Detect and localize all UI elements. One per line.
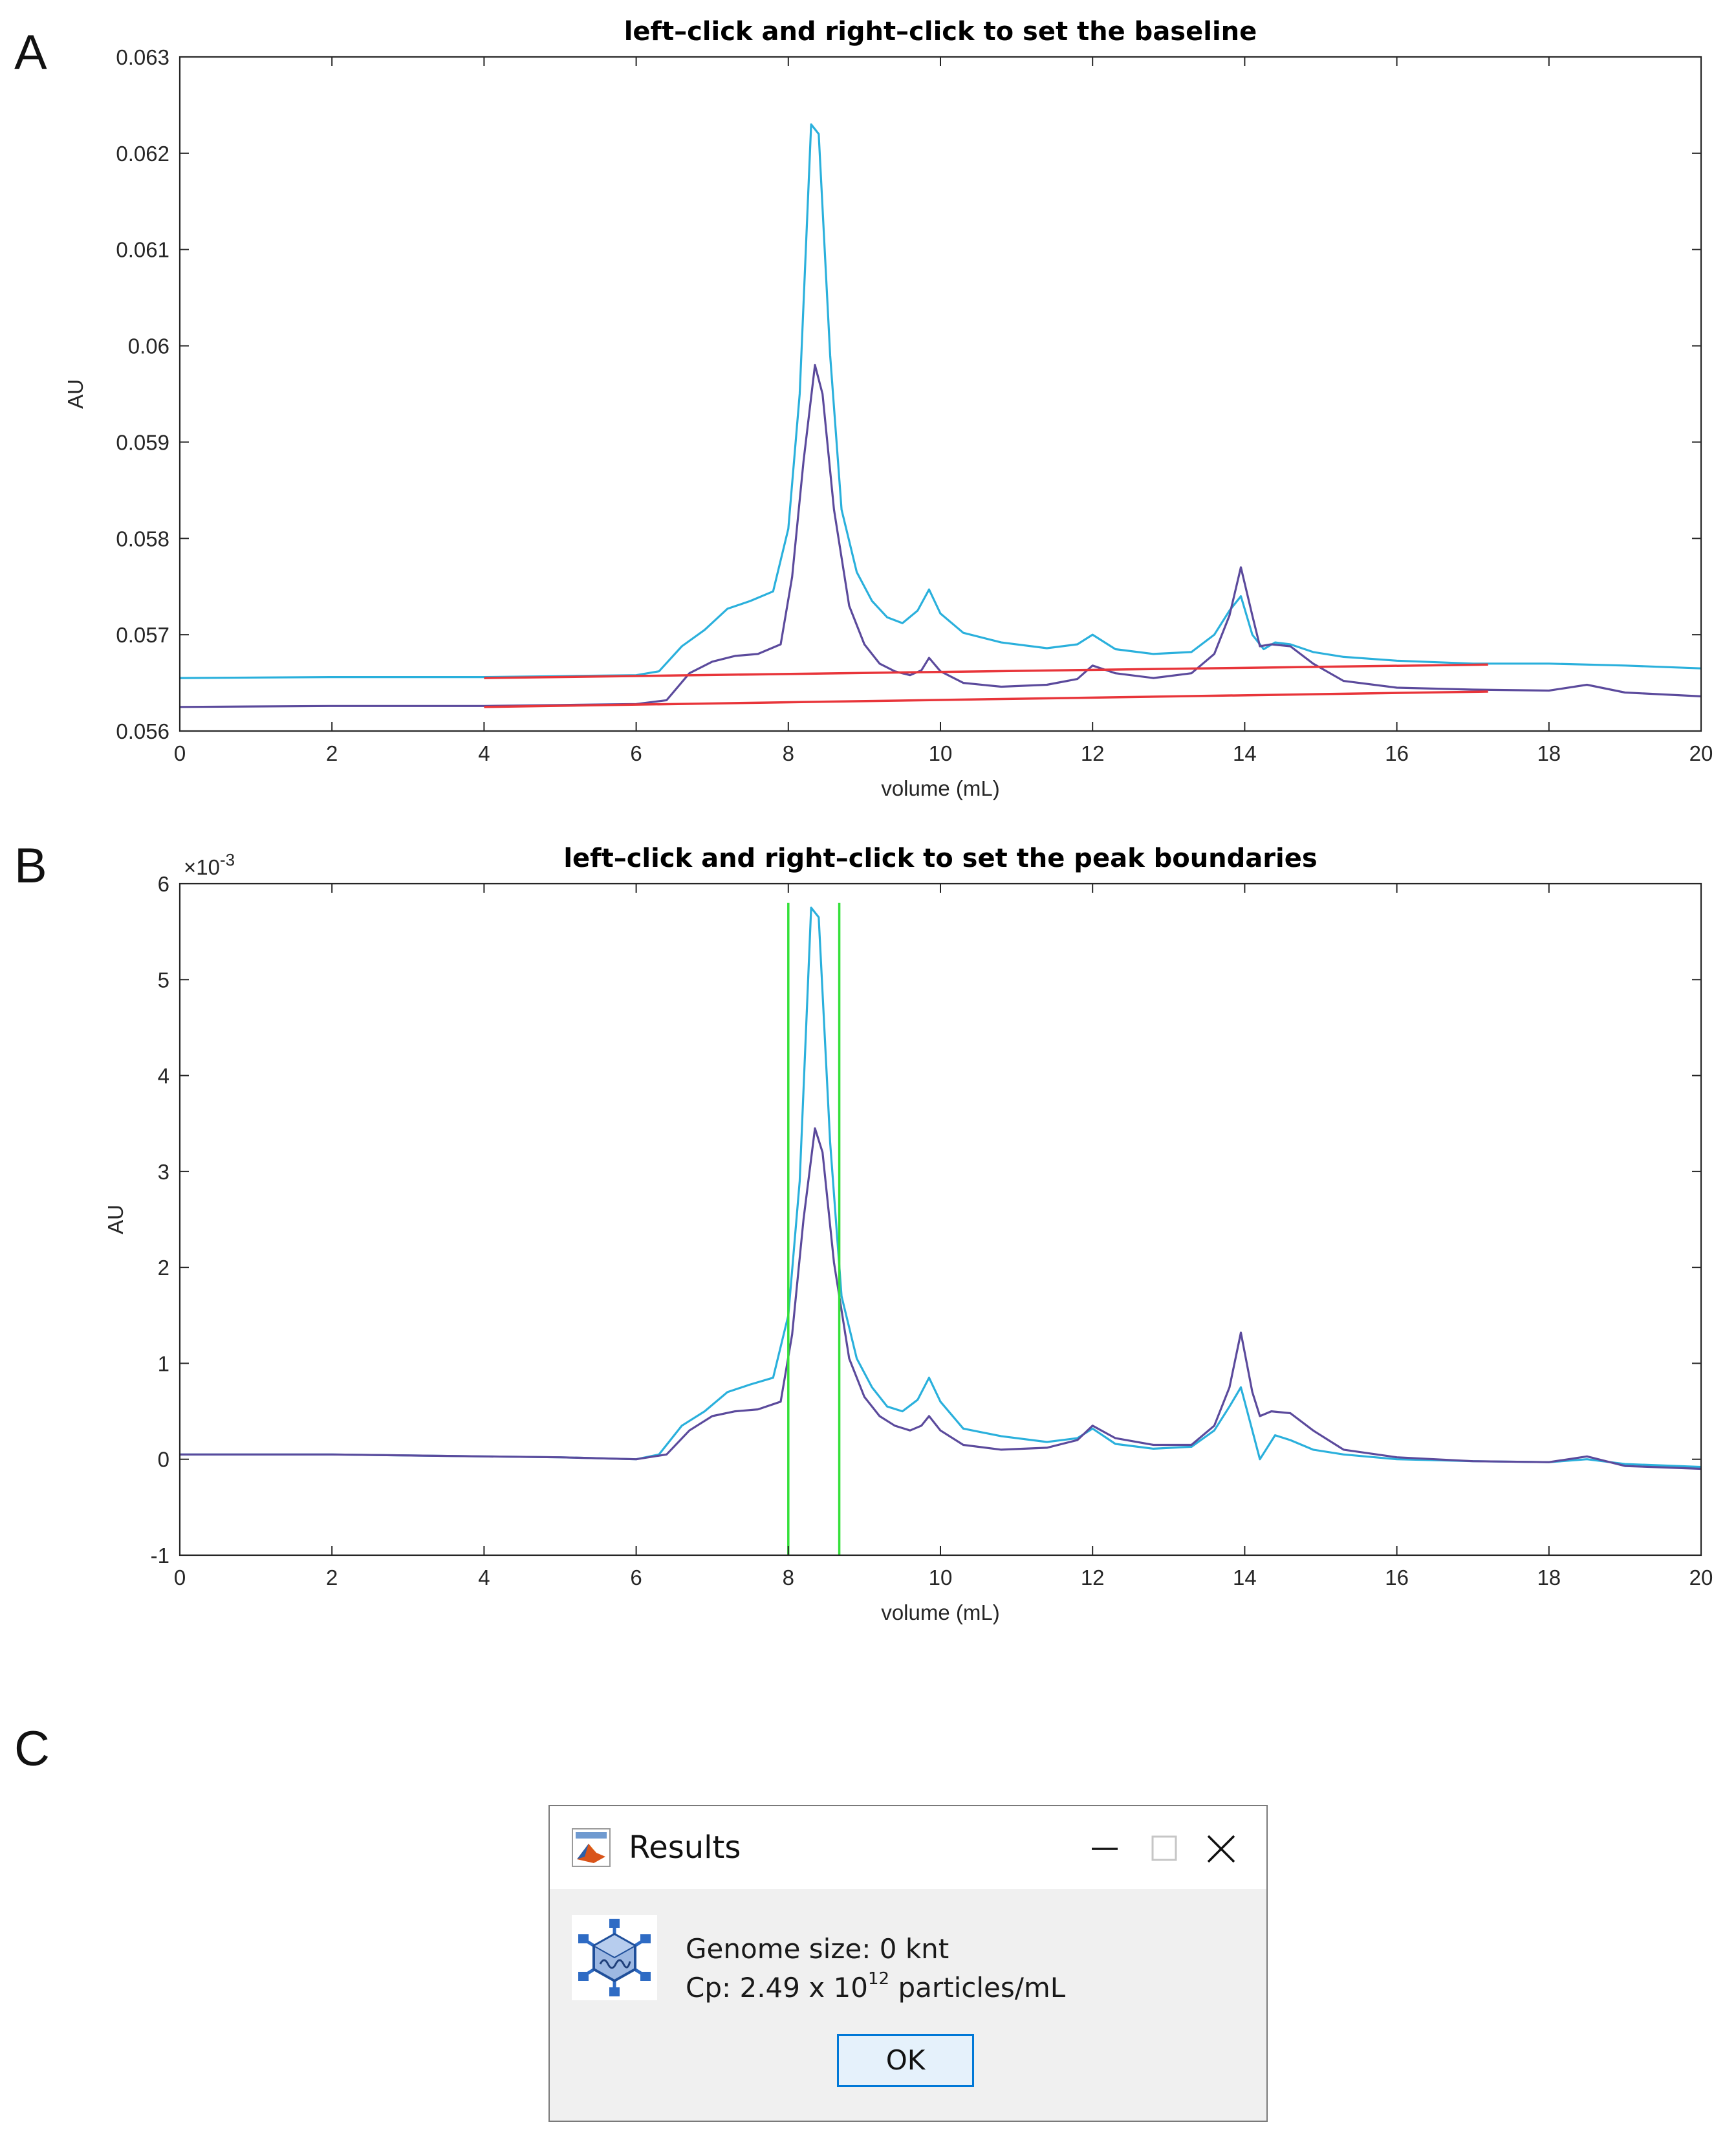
ok-button[interactable]: OK (837, 2034, 974, 2087)
y-tick-label: 2 (158, 1256, 169, 1280)
y-axis-label: AU (63, 379, 87, 409)
plot-area (180, 884, 1701, 1555)
panel-label-a: A (14, 25, 47, 80)
x-tick-label: 18 (1537, 1566, 1561, 1589)
x-axis-label: volume (mL) (881, 776, 999, 800)
series-line-trace-1 (180, 906, 1701, 1469)
x-tick-label: 14 (1233, 1566, 1257, 1589)
series-group (180, 902, 1701, 1555)
x-tick-label: 10 (929, 1566, 953, 1589)
series-line-trace-2 (180, 1127, 1701, 1470)
cp-prefix: Cp: 2.49 x 10 (686, 1972, 869, 2004)
x-tick-label: 10 (929, 741, 953, 765)
matlab-icon (572, 1828, 611, 1867)
x-tick-label: 20 (1689, 1566, 1713, 1589)
maximize-icon (1151, 1835, 1177, 1861)
close-icon (1207, 1835, 1235, 1863)
baseline-chart[interactable]: 0 2 4 6 8 10 12 14 16 18 20 0.056 0.057 0.058 0.059 0.0… (0, 0, 1736, 835)
x-tick-label: 2 (326, 741, 338, 765)
x-tick-label: 18 (1537, 741, 1561, 765)
results-dialog: Results (548, 1805, 1268, 2122)
close-button[interactable] (1191, 1820, 1250, 1875)
y-exponent-label: ×10-3 (184, 850, 235, 879)
cp-exponent: 12 (868, 1969, 890, 1989)
y-tick-label: 0.062 (116, 142, 169, 166)
panel-label-c: C (14, 1721, 50, 1776)
series-line-baseline-1 (484, 663, 1488, 679)
y-tick-label: 5 (158, 968, 169, 992)
y-tick-label: 1 (158, 1351, 169, 1375)
y-tick-label: 6 (158, 872, 169, 896)
virus-particle-icon (572, 1915, 657, 2000)
x-tick-label: 2 (326, 1566, 338, 1589)
cp-concentration-text: Cp: 2.49 x 1012 particles/mL (686, 1969, 1066, 2004)
series-group (180, 123, 1701, 708)
x-axis-label: volume (mL) (881, 1600, 999, 1624)
maximize-button[interactable] (1133, 1820, 1191, 1875)
y-axis-label: AU (103, 1205, 127, 1234)
y-tick-label: 0.06 (128, 334, 169, 358)
x-tick-label: 16 (1385, 1566, 1409, 1589)
minimize-icon (1092, 1848, 1118, 1850)
x-tick-label: 16 (1385, 741, 1409, 765)
x-tick-label: 12 (1081, 1566, 1105, 1589)
y-tick-label: 0.063 (116, 45, 169, 69)
panel-label-b: B (14, 838, 47, 893)
series-line-baseline-2 (484, 690, 1488, 708)
y-tick-label: 0.061 (116, 238, 169, 262)
x-tick-label: 4 (478, 1566, 490, 1589)
x-tick-label: 6 (630, 741, 642, 765)
cp-suffix: particles/mL (889, 1972, 1066, 2004)
y-tick-label: 3 (158, 1160, 169, 1184)
x-tick-label: 0 (174, 1566, 186, 1589)
y-tick-label: 0 (158, 1448, 169, 1472)
y-tick-label: 0.058 (116, 527, 169, 551)
chart-title: left–click and right–click to set the pe… (563, 844, 1317, 873)
x-tick-label: 12 (1081, 741, 1105, 765)
x-tick-label: 20 (1689, 741, 1713, 765)
x-tick-label: 0 (174, 741, 186, 765)
y-tick-label: 0.056 (116, 719, 169, 743)
plot-area (180, 57, 1701, 731)
chart-title: left–click and right–click to set the ba… (624, 17, 1257, 47)
genome-size-text: Genome size: 0 knt (686, 1933, 949, 1965)
y-tick-label: 0.057 (116, 623, 169, 647)
dialog-title: Results (629, 1829, 741, 1866)
x-tick-label: 14 (1233, 741, 1257, 765)
x-tick-label: 4 (478, 741, 490, 765)
minimize-button[interactable] (1075, 1820, 1133, 1875)
series-line-trace-1 (180, 123, 1701, 679)
y-tick-label: 0.059 (116, 430, 169, 454)
x-tick-label: 8 (783, 1566, 794, 1589)
x-tick-label: 8 (783, 741, 794, 765)
y-tick-label: -1 (151, 1544, 169, 1567)
y-tick-label: 4 (158, 1064, 169, 1088)
dialog-titlebar[interactable]: Results (550, 1806, 1266, 1889)
x-tick-label: 6 (630, 1566, 642, 1589)
